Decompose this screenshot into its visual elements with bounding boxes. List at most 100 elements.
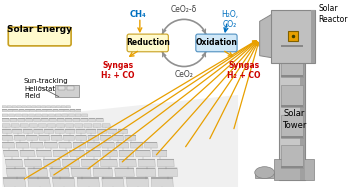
Polygon shape bbox=[36, 109, 41, 110]
Text: Solar
Tower: Solar Tower bbox=[282, 109, 306, 130]
Polygon shape bbox=[51, 135, 62, 136]
Polygon shape bbox=[50, 168, 69, 177]
Polygon shape bbox=[2, 109, 7, 112]
Polygon shape bbox=[119, 150, 133, 151]
Polygon shape bbox=[281, 105, 303, 108]
Polygon shape bbox=[6, 168, 25, 169]
Polygon shape bbox=[116, 142, 129, 148]
Polygon shape bbox=[65, 129, 75, 130]
Polygon shape bbox=[44, 142, 57, 143]
Polygon shape bbox=[50, 168, 69, 169]
Polygon shape bbox=[81, 159, 98, 160]
Polygon shape bbox=[57, 124, 65, 127]
Polygon shape bbox=[65, 118, 72, 119]
Polygon shape bbox=[1, 142, 14, 143]
Polygon shape bbox=[23, 129, 33, 133]
FancyBboxPatch shape bbox=[127, 34, 169, 52]
Polygon shape bbox=[25, 109, 30, 112]
Polygon shape bbox=[281, 85, 303, 108]
Polygon shape bbox=[57, 118, 64, 119]
Polygon shape bbox=[115, 168, 134, 177]
Polygon shape bbox=[41, 106, 46, 108]
Polygon shape bbox=[12, 129, 22, 133]
Polygon shape bbox=[16, 142, 29, 148]
Polygon shape bbox=[30, 142, 43, 143]
Polygon shape bbox=[5, 159, 22, 160]
Polygon shape bbox=[56, 106, 61, 108]
Polygon shape bbox=[25, 118, 33, 122]
Polygon shape bbox=[65, 124, 74, 127]
Polygon shape bbox=[11, 124, 19, 127]
Polygon shape bbox=[102, 177, 123, 179]
Polygon shape bbox=[53, 150, 67, 151]
Polygon shape bbox=[102, 142, 114, 143]
Polygon shape bbox=[47, 109, 52, 112]
Polygon shape bbox=[136, 168, 156, 177]
Polygon shape bbox=[126, 177, 149, 187]
Polygon shape bbox=[18, 118, 25, 122]
Polygon shape bbox=[86, 150, 101, 151]
Polygon shape bbox=[119, 159, 136, 167]
Polygon shape bbox=[281, 145, 303, 168]
Polygon shape bbox=[103, 150, 118, 157]
Polygon shape bbox=[25, 109, 30, 110]
FancyBboxPatch shape bbox=[196, 34, 237, 52]
Polygon shape bbox=[2, 106, 7, 108]
Polygon shape bbox=[59, 142, 72, 148]
Polygon shape bbox=[126, 177, 148, 179]
Polygon shape bbox=[255, 173, 274, 178]
FancyBboxPatch shape bbox=[288, 31, 298, 41]
Polygon shape bbox=[46, 106, 51, 108]
Polygon shape bbox=[30, 109, 35, 112]
Polygon shape bbox=[52, 177, 74, 179]
Polygon shape bbox=[2, 135, 13, 140]
Polygon shape bbox=[58, 86, 65, 90]
Polygon shape bbox=[93, 168, 112, 169]
Text: CeO₂: CeO₂ bbox=[175, 70, 194, 79]
Polygon shape bbox=[102, 142, 115, 148]
Polygon shape bbox=[22, 106, 26, 108]
Polygon shape bbox=[102, 177, 124, 187]
Polygon shape bbox=[29, 124, 38, 127]
Polygon shape bbox=[28, 168, 47, 169]
Polygon shape bbox=[36, 109, 41, 112]
Polygon shape bbox=[57, 118, 64, 122]
Polygon shape bbox=[1, 142, 15, 148]
Polygon shape bbox=[19, 109, 24, 110]
Polygon shape bbox=[5, 159, 23, 167]
Polygon shape bbox=[73, 142, 86, 148]
Polygon shape bbox=[125, 135, 136, 140]
Polygon shape bbox=[30, 142, 44, 148]
Polygon shape bbox=[73, 118, 80, 119]
Text: CH₄: CH₄ bbox=[130, 10, 146, 19]
Polygon shape bbox=[281, 115, 303, 138]
Polygon shape bbox=[36, 106, 41, 108]
Polygon shape bbox=[10, 118, 17, 119]
Polygon shape bbox=[42, 109, 47, 110]
Polygon shape bbox=[2, 109, 7, 110]
Polygon shape bbox=[16, 142, 28, 143]
Polygon shape bbox=[144, 142, 157, 143]
Polygon shape bbox=[77, 177, 99, 187]
Polygon shape bbox=[66, 106, 70, 108]
Polygon shape bbox=[93, 124, 101, 127]
Polygon shape bbox=[22, 114, 28, 117]
Polygon shape bbox=[32, 106, 36, 108]
Polygon shape bbox=[96, 118, 103, 119]
Polygon shape bbox=[30, 109, 35, 110]
Polygon shape bbox=[97, 129, 106, 130]
Polygon shape bbox=[77, 177, 99, 179]
Polygon shape bbox=[81, 118, 88, 122]
Polygon shape bbox=[108, 129, 117, 133]
Polygon shape bbox=[71, 168, 90, 169]
Polygon shape bbox=[42, 109, 47, 112]
Polygon shape bbox=[55, 129, 64, 130]
Polygon shape bbox=[35, 114, 41, 117]
Text: H₂O,
CO₂: H₂O, CO₂ bbox=[222, 10, 239, 29]
Polygon shape bbox=[75, 135, 87, 140]
Polygon shape bbox=[88, 135, 99, 140]
Polygon shape bbox=[4, 150, 19, 157]
Polygon shape bbox=[17, 106, 21, 108]
Polygon shape bbox=[36, 150, 51, 151]
Polygon shape bbox=[113, 135, 123, 136]
